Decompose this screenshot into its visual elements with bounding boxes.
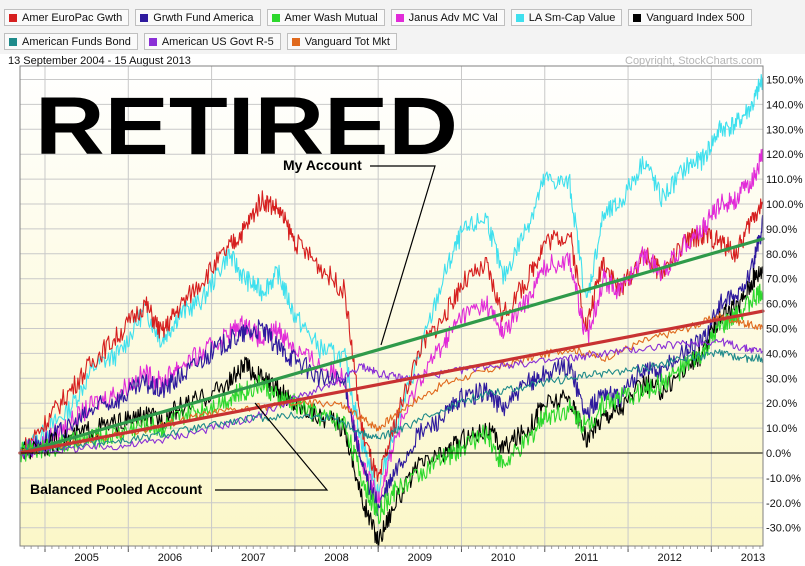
trend-line	[18, 309, 765, 455]
y-tick-label: -10.0%	[766, 473, 801, 485]
legend-label: LA Sm-Cap Value	[528, 11, 616, 24]
y-axis: 150.0% 140.0% 130.0% 120.0% 110.0% 100.0% 90.0…	[766, 75, 804, 535]
date-range: 13 September 2004 - 15 August 2013	[8, 55, 191, 67]
y-tick-label: 10.0%	[766, 423, 797, 435]
legend-label: Amer Wash Mutual	[284, 11, 378, 24]
legend-swatch	[395, 13, 404, 22]
legend-label: Grwth Fund America	[153, 11, 254, 24]
copyright: Copyright, StockCharts.com	[625, 55, 762, 67]
legend-swatch	[515, 13, 524, 22]
x-tick-label: 2011	[575, 552, 599, 564]
y-tick-label: -30.0%	[766, 523, 801, 535]
legend-swatch	[271, 13, 280, 22]
x-tick-label: 2008	[324, 552, 348, 564]
legend-label: Vanguard Tot Mkt	[304, 35, 390, 48]
y-tick-label: 0.0%	[766, 448, 791, 460]
my-account-pointer	[370, 165, 436, 346]
legend-item[interactable]: LA Sm-Cap Value	[510, 9, 623, 26]
legend-item[interactable]: American US Govt R-5	[143, 33, 281, 50]
x-tick-label: 2006	[158, 552, 182, 564]
y-tick-label: 50.0%	[766, 324, 797, 336]
price-performance-chart: 2005 2006 2007 2008 2009 2010 2011 2012 2013 150…	[0, 54, 805, 566]
x-tick-label: 2007	[241, 552, 265, 564]
trend-line	[18, 237, 765, 455]
legend-swatch	[148, 37, 157, 46]
series-line	[19, 190, 764, 482]
y-tick-label: 20.0%	[766, 398, 797, 410]
legend-item[interactable]: American Funds Bond	[4, 33, 138, 50]
x-axis: 2005 2006 2007 2008 2009 2010 2011 2012 2013	[20, 545, 765, 564]
balanced-pointer	[215, 402, 329, 491]
series-line	[19, 349, 764, 456]
legend-row-1: Amer EuroPac Gwth Grwth Fund America Amer …	[4, 9, 752, 26]
legend-swatch	[9, 37, 17, 46]
y-tick-label: 100.0%	[766, 199, 804, 211]
legend-swatch	[291, 37, 300, 46]
x-tick-label: 2005	[74, 552, 98, 564]
balanced-pooled-label: Balanced Pooled Account	[30, 481, 203, 497]
legend-label: Vanguard Index 500	[646, 11, 745, 24]
legend-label: Amer EuroPac Gwth	[22, 11, 123, 24]
legend-item[interactable]: Janus Adv MC Val	[390, 9, 505, 26]
y-tick-label: -20.0%	[766, 498, 801, 510]
legend-label: Janus Adv MC Val	[408, 11, 498, 24]
legend-item[interactable]: Amer Wash Mutual	[266, 9, 385, 26]
series-layer	[19, 73, 764, 550]
legend-item[interactable]: Vanguard Tot Mkt	[286, 33, 397, 50]
legend-swatch	[9, 13, 17, 22]
y-tick-label: 150.0%	[766, 75, 804, 87]
x-tick-label: 2012	[657, 552, 681, 564]
legend-label: American US Govt R-5	[161, 35, 274, 48]
trend-lines	[18, 237, 765, 455]
legend-swatch	[633, 13, 642, 22]
legend-swatch	[140, 13, 149, 22]
legend-row-2: American Funds Bond American US Govt R-5 V…	[4, 33, 397, 50]
series-line	[19, 214, 764, 517]
y-tick-label: 70.0%	[766, 274, 797, 286]
y-tick-label: 90.0%	[766, 224, 797, 236]
x-tick-label: 2013	[741, 552, 765, 564]
y-tick-label: 110.0%	[766, 174, 803, 186]
x-tick-label: 2010	[491, 552, 515, 564]
y-tick-label: 130.0%	[766, 124, 804, 136]
legend-item[interactable]: Grwth Fund America	[135, 9, 261, 26]
retired-title: RETIRED	[35, 81, 458, 172]
y-tick-label: 30.0%	[766, 373, 797, 385]
my-account-label: My Account	[283, 157, 362, 173]
y-tick-label: 60.0%	[766, 299, 797, 311]
legend-label: American Funds Bond	[22, 35, 131, 48]
x-tick-label: 2009	[408, 552, 432, 564]
legend-item[interactable]: Vanguard Index 500	[628, 9, 752, 26]
y-tick-label: 80.0%	[766, 249, 797, 261]
legend: Amer EuroPac Gwth Grwth Fund America Amer …	[0, 0, 805, 54]
legend-item[interactable]: Amer EuroPac Gwth	[4, 9, 130, 26]
y-tick-label: 140.0%	[766, 99, 804, 111]
y-tick-label: 120.0%	[766, 149, 804, 161]
y-tick-label: 40.0%	[766, 348, 797, 360]
